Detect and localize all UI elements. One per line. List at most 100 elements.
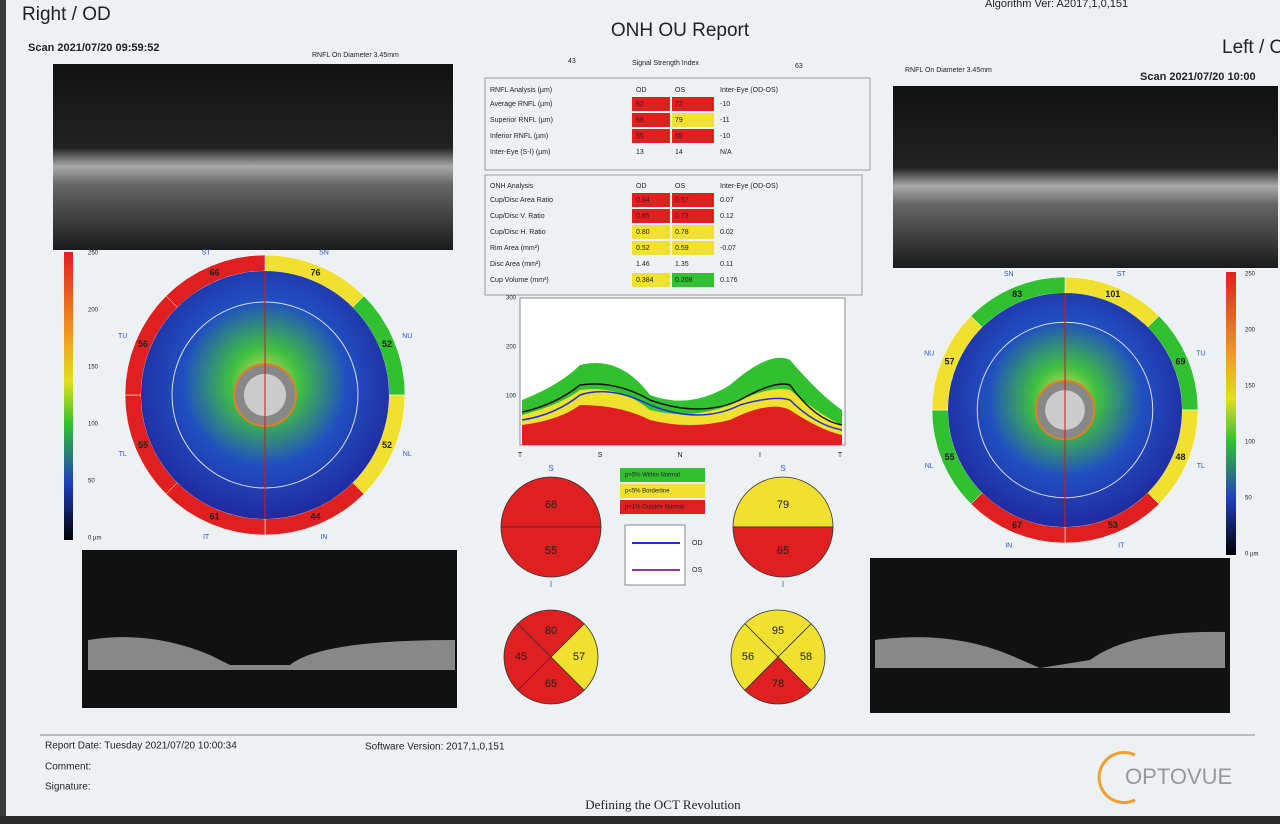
sector-value: 76	[311, 267, 321, 277]
sector-label: TU	[1196, 351, 1205, 358]
table-cell: 0.52	[636, 245, 650, 252]
sector-value: 55	[945, 452, 955, 462]
table-cell: Superior RNFL (µm)	[490, 117, 553, 124]
scale-label: 100	[88, 422, 99, 428]
scale-label: 200	[1245, 328, 1256, 334]
sector-value: 55	[138, 440, 148, 450]
table-cell: 13	[636, 149, 644, 156]
quadrant-value: 56	[742, 651, 754, 663]
quadrant	[777, 623, 826, 691]
sector-value: 101	[1105, 289, 1120, 299]
legend-text: p<1% Outside Normal	[625, 505, 684, 511]
sector-value: 44	[311, 511, 321, 521]
tsnit-outside	[522, 405, 842, 445]
legend-normal	[620, 468, 705, 482]
quadrant-value: 80	[545, 625, 557, 637]
table-cell: 0.208	[675, 277, 693, 284]
table-cell: 0.384	[636, 277, 654, 284]
table-cell: 68	[636, 117, 644, 124]
scale-label: 200	[88, 308, 99, 314]
hemisphere	[732, 526, 834, 578]
table-header: Inter-Eye (OD-OS)	[720, 183, 778, 190]
table-cell: 0.80	[636, 229, 650, 236]
hemisphere-value: 79	[777, 499, 789, 511]
sector-value: 69	[1175, 357, 1185, 367]
hemi-label: I	[550, 580, 552, 589]
sector-value: 56	[138, 339, 148, 349]
table-cell: 1.46	[636, 261, 650, 268]
table-cell: 72	[675, 101, 683, 108]
table-cell: Disc Area (mm²)	[490, 261, 541, 268]
table-cell: 0.12	[720, 213, 734, 220]
table-cell: 0.85	[636, 213, 650, 220]
table-cell: -0.07	[720, 245, 736, 252]
table-cell: 0.176	[720, 277, 738, 284]
cell-bg	[632, 273, 670, 287]
quadrant	[517, 609, 585, 658]
sector-label: NL	[925, 463, 934, 470]
color-scale	[1226, 272, 1236, 555]
table-header: OD	[636, 87, 647, 94]
sector-label: ST	[202, 250, 212, 257]
cell-bg	[672, 273, 714, 287]
table-cell: 0.57	[675, 197, 689, 204]
scale-label: 0 µm	[1245, 552, 1258, 558]
table-cell: 62	[636, 101, 644, 108]
sector-value: 53	[1108, 520, 1118, 530]
tsnit-y-label: 300	[506, 296, 517, 302]
table-header: RNFL Analysis (µm)	[490, 87, 552, 94]
table-cell: 1.35	[675, 261, 689, 268]
cell-bg	[672, 113, 714, 127]
cell-bg	[672, 241, 714, 255]
signature: Signature:	[45, 782, 91, 793]
table-cell: Average RNFL (µm)	[490, 101, 552, 108]
hemisphere	[732, 476, 834, 528]
table-cell: Cup/Disc Area Ratio	[490, 197, 553, 204]
tsnit-x-label: N	[677, 452, 682, 459]
cell-bg	[632, 241, 670, 255]
tsnit-x-label: I	[759, 452, 761, 459]
table-cell: 0.02	[720, 229, 734, 236]
cell-bg	[632, 225, 670, 239]
hemisphere	[500, 476, 602, 528]
sector-label: TL	[119, 451, 127, 458]
sector-label: NL	[403, 451, 412, 458]
cell-bg	[632, 97, 670, 111]
table-cell: 0.73	[675, 213, 689, 220]
eye-title: Left / OS	[1222, 37, 1280, 58]
tsnit-x-label: S	[598, 452, 603, 459]
quadrant-value: 58	[800, 651, 812, 663]
table-cell: Rim Area (mm²)	[490, 245, 539, 252]
sector-label: NU	[924, 351, 934, 358]
sector-value: 67	[1012, 520, 1022, 530]
cell-bg	[672, 209, 714, 223]
sector-value: 83	[1012, 289, 1022, 299]
bscan-od	[53, 64, 453, 250]
bezel	[0, 0, 6, 824]
quadrant	[503, 623, 552, 691]
scale-label: 150	[1245, 384, 1256, 390]
line-legend-box	[624, 524, 686, 586]
sector-label: TU	[118, 333, 127, 340]
table-cell: 0.78	[675, 229, 689, 236]
logo: OPTOVUE	[1125, 764, 1232, 789]
table-cell: 14	[675, 149, 683, 156]
table-cell: 0.64	[636, 197, 650, 204]
rnfl-diameter: RNFL On Diameter 3.45mm	[905, 67, 992, 74]
tsnit-x-label: T	[518, 452, 523, 459]
quadrant-value: 65	[545, 678, 557, 690]
quadrant-value: 95	[772, 625, 784, 637]
quadrant	[550, 623, 599, 691]
quadrant	[730, 623, 779, 691]
comment: Comment:	[45, 762, 91, 773]
table-cell: 0.07	[720, 197, 734, 204]
table-cell: Cup/Disc H. Ratio	[490, 229, 546, 236]
quadrant-value: 45	[515, 651, 527, 663]
tsnit-y-label: 100	[506, 394, 517, 400]
tsnit-y-label: 200	[506, 345, 517, 351]
table-cell: 0.59	[675, 245, 689, 252]
bscan-od-disc	[82, 550, 457, 708]
tsnit-os	[521, 383, 843, 426]
hemisphere-value: 55	[545, 545, 557, 557]
sector-label: NU	[402, 333, 412, 340]
